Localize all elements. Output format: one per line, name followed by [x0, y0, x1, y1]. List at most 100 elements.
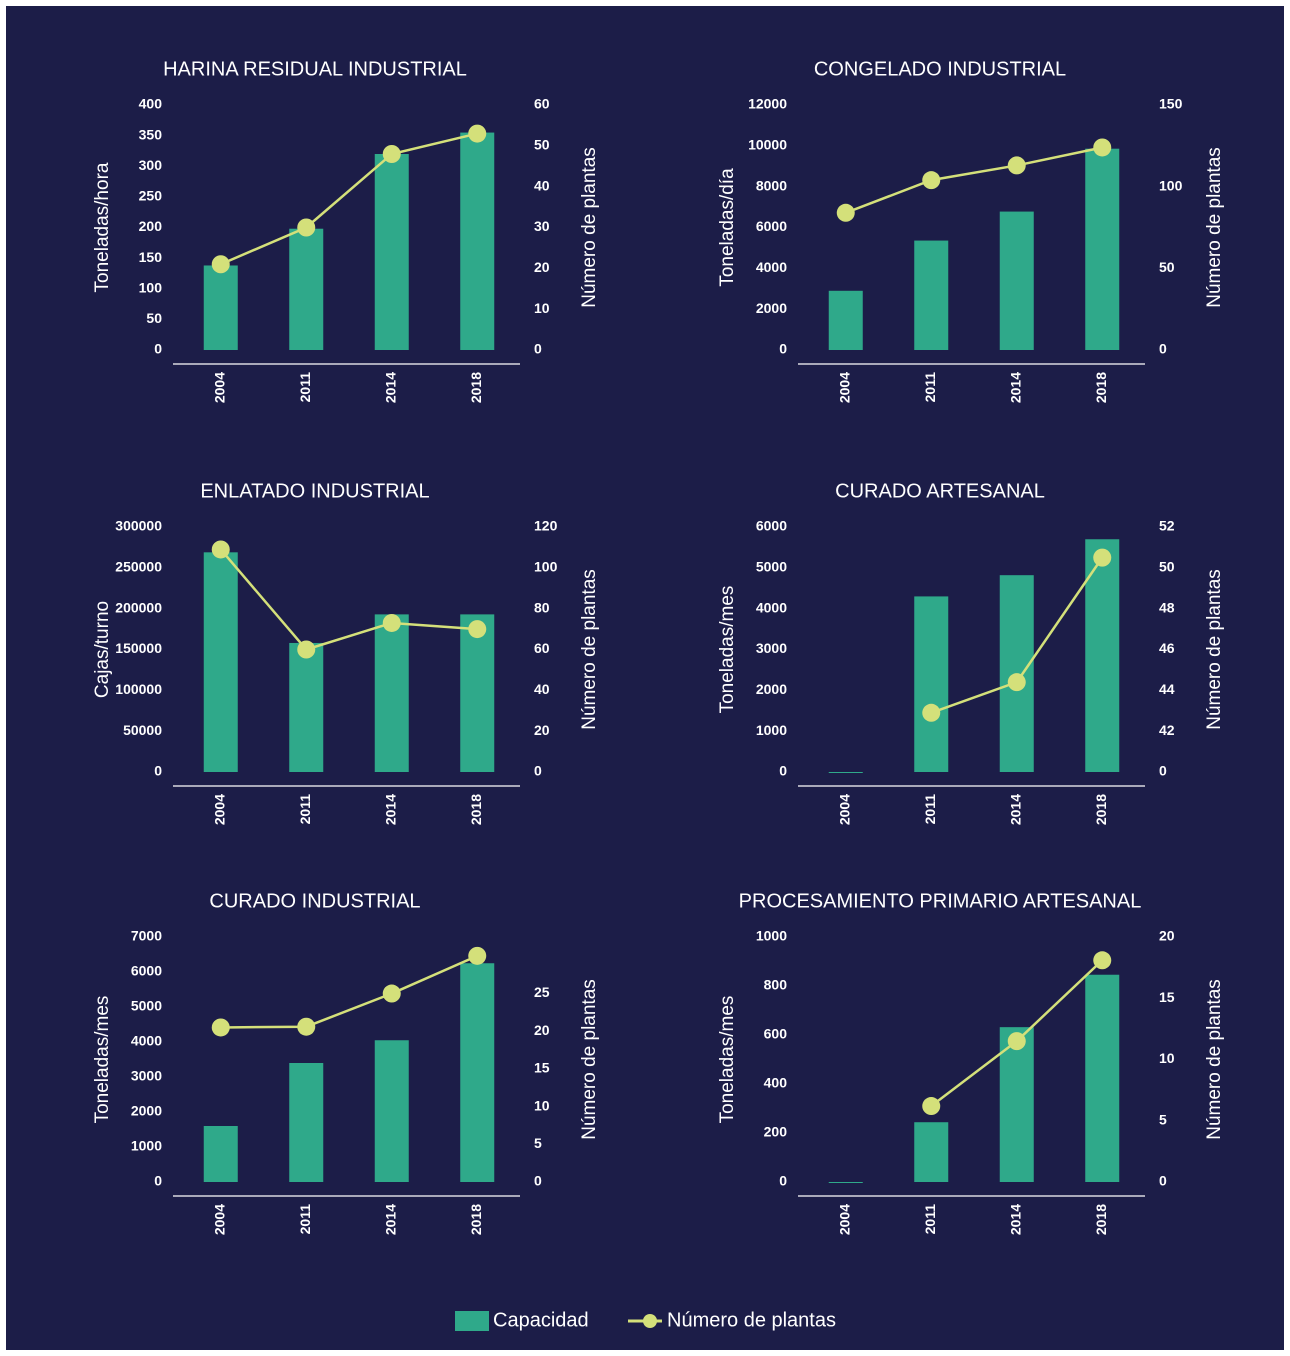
y2-tick-label: 40: [534, 681, 550, 697]
y-tick-label: 2000: [756, 681, 787, 697]
x-tick-label: 2018: [1093, 372, 1109, 403]
x-tick-label: 2011: [922, 372, 938, 403]
y2-tick-label: 48: [1159, 599, 1175, 615]
bar: [289, 228, 324, 350]
line-point: [922, 1097, 941, 1116]
y-tick-label: 400: [139, 96, 163, 112]
y2-axis-label: Número de plantas: [579, 569, 600, 730]
y2-tick-label: 20: [534, 722, 550, 738]
y-tick-label: 600: [764, 1026, 788, 1042]
chart-title: CURADO ARTESANAL: [835, 480, 1045, 502]
y-tick-label: 2000: [131, 1103, 162, 1119]
bar: [999, 1027, 1034, 1182]
y2-tick-label: 60: [534, 96, 550, 112]
line-point: [1007, 156, 1026, 175]
x-tick-label: 2014: [382, 794, 398, 825]
y-tick-label: 300000: [115, 518, 162, 534]
line-point: [297, 640, 316, 659]
y-tick-label: 400: [764, 1075, 788, 1091]
bar: [374, 154, 409, 350]
y-tick-label: 100000: [115, 681, 162, 697]
y-tick-label: 0: [779, 763, 787, 779]
x-tick-label: 2011: [297, 1204, 313, 1235]
y2-tick-label: 44: [1159, 681, 1175, 697]
legend-label: Número de plantas: [667, 1309, 836, 1331]
y-tick-label: 3000: [756, 640, 787, 656]
y2-axis-label: Número de plantas: [579, 979, 600, 1140]
y2-tick-label: 50: [534, 137, 550, 153]
y-tick-label: 5000: [756, 559, 787, 575]
x-tick-label: 2011: [297, 372, 313, 403]
y-tick-label: 200: [764, 1124, 788, 1140]
line-point: [1007, 1032, 1026, 1051]
x-tick-label: 2018: [1093, 794, 1109, 825]
x-tick-label: 2004: [836, 1204, 852, 1235]
bar: [1085, 539, 1120, 772]
y-tick-label: 0: [154, 763, 162, 779]
line-point: [468, 946, 487, 965]
y2-tick-label: 15: [534, 1060, 550, 1076]
line-point: [1007, 673, 1026, 692]
y2-tick-label: 60: [534, 640, 550, 656]
y-tick-label: 300: [139, 157, 163, 173]
y2-tick-label: 100: [534, 559, 558, 575]
y2-tick-label: 20: [534, 1022, 550, 1038]
y-tick-label: 6000: [756, 218, 787, 234]
x-tick-label: 2011: [922, 794, 938, 825]
y2-tick-label: 50: [1159, 259, 1175, 275]
y2-axis-label: Número de plantas: [1204, 979, 1225, 1140]
chart-title: CONGELADO INDUSTRIAL: [814, 58, 1066, 80]
y-tick-label: 7000: [131, 928, 162, 944]
y-tick-label: 1000: [756, 722, 787, 738]
y-tick-label: 50: [146, 310, 162, 326]
y-tick-label: 12000: [748, 96, 787, 112]
y2-tick-label: 0: [1159, 341, 1167, 357]
line-point: [468, 124, 487, 143]
x-tick-label: 2018: [468, 794, 484, 825]
bar: [828, 290, 863, 350]
y2-tick-label: 46: [1159, 640, 1175, 656]
line-point: [297, 218, 316, 237]
line-point: [382, 613, 401, 632]
line-point: [922, 171, 941, 190]
y-tick-label: 0: [779, 1173, 787, 1189]
y-tick-label: 150000: [115, 640, 162, 656]
y2-tick-label: 10: [534, 1097, 550, 1113]
line-point: [382, 145, 401, 163]
y-tick-label: 200000: [115, 599, 162, 615]
y2-tick-label: 0: [1159, 1173, 1167, 1189]
line: [220, 954, 478, 1029]
bar: [203, 265, 238, 350]
y2-axis-label: Número de plantas: [1204, 147, 1225, 308]
x-tick-label: 2004: [836, 372, 852, 403]
y-tick-label: 4000: [756, 259, 787, 275]
y2-tick-label: 15: [1159, 989, 1175, 1005]
x-tick-label: 2004: [211, 1204, 227, 1235]
line-point: [922, 703, 941, 722]
bar: [914, 240, 949, 350]
y-tick-label: 150: [139, 249, 163, 265]
y-tick-label: 5000: [131, 998, 162, 1014]
y2-tick-label: 0: [1159, 763, 1167, 779]
bar: [460, 614, 495, 772]
bar: [1085, 974, 1120, 1182]
y2-axis-label: Número de plantas: [579, 147, 600, 308]
bar: [914, 596, 949, 772]
line-point: [211, 540, 230, 559]
line-point: [468, 620, 487, 639]
x-tick-label: 2018: [468, 1204, 484, 1235]
y-tick-label: 6000: [756, 518, 787, 534]
bar: [828, 1182, 863, 1183]
y-axis-label: Cajas/turno: [92, 601, 113, 698]
line-point: [836, 203, 855, 222]
y2-tick-label: 20: [1159, 928, 1175, 944]
y2-tick-label: 50: [1159, 559, 1175, 575]
y2-tick-label: 20: [534, 259, 550, 275]
y2-tick-label: 5: [1159, 1111, 1167, 1127]
line: [845, 146, 1103, 214]
chart-title: ENLATADO INDUSTRIAL: [200, 480, 429, 502]
x-tick-label: 2011: [922, 1204, 938, 1235]
y2-tick-label: 30: [534, 218, 550, 234]
y-tick-label: 50000: [123, 722, 162, 738]
